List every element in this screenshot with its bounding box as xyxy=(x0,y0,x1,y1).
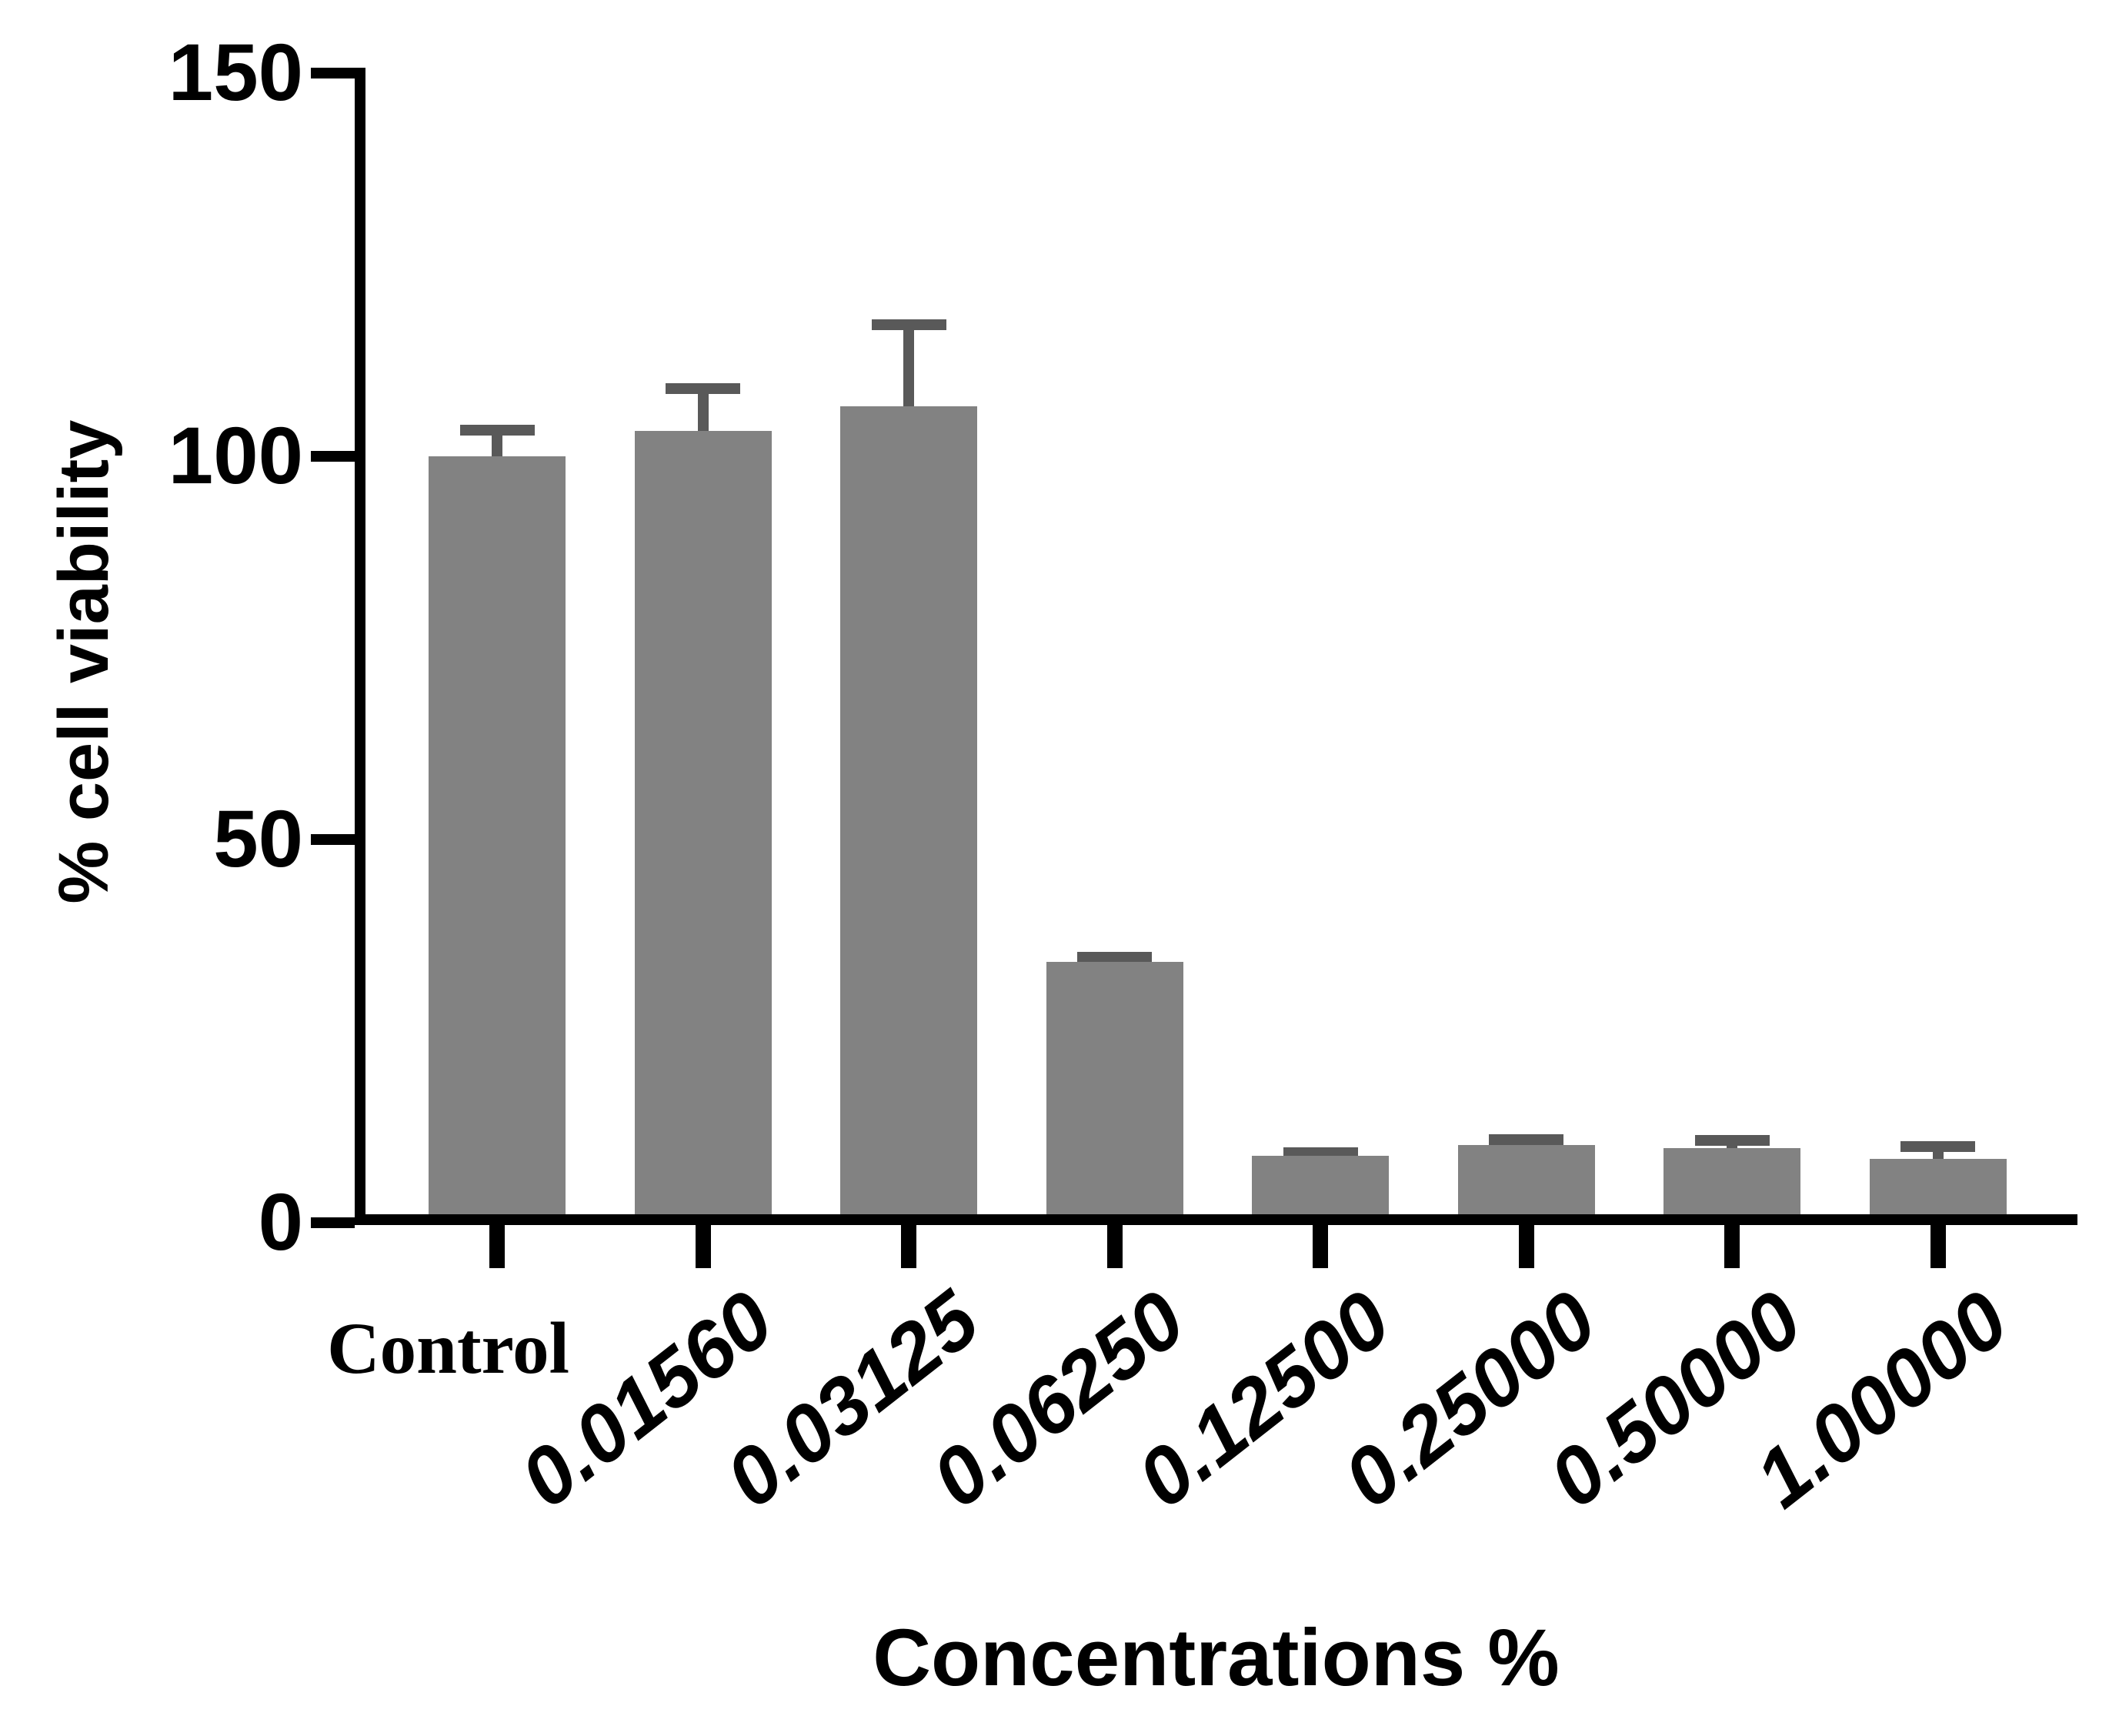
error-bar-cap xyxy=(871,319,946,330)
y-tick-label: 150 xyxy=(168,28,303,118)
bar xyxy=(1252,1156,1389,1214)
bar xyxy=(1046,962,1183,1214)
error-bar-cap xyxy=(666,383,740,395)
y-tick-label: 100 xyxy=(168,411,303,501)
error-bar-cap xyxy=(1900,1141,1975,1153)
x-tick xyxy=(1518,1225,1534,1268)
x-tick xyxy=(901,1225,916,1268)
y-axis-line xyxy=(355,68,365,1225)
y-tick xyxy=(311,451,355,462)
bar xyxy=(840,406,977,1214)
error-bar-cap xyxy=(1283,1147,1358,1159)
error-bar-cap xyxy=(459,425,535,436)
y-tick xyxy=(311,834,355,845)
x-tick xyxy=(695,1225,711,1268)
bar xyxy=(1663,1148,1800,1214)
x-axis-line xyxy=(355,1214,2077,1225)
error-bar-stem xyxy=(697,389,709,432)
x-tick-label: Control xyxy=(327,1307,569,1389)
bar xyxy=(634,431,772,1214)
bar xyxy=(429,456,566,1214)
error-bar-cap xyxy=(1694,1135,1770,1147)
bar xyxy=(1869,1159,2007,1214)
error-bar-cap xyxy=(1077,952,1152,963)
y-tick xyxy=(311,1217,355,1228)
y-tick-label: 0 xyxy=(258,1177,303,1267)
error-bar-stem xyxy=(903,324,914,407)
x-tick xyxy=(1724,1225,1740,1268)
y-tick xyxy=(311,68,355,78)
error-bar-cap xyxy=(1489,1134,1563,1146)
x-tick xyxy=(1313,1225,1328,1268)
error-bar-stem xyxy=(492,430,502,456)
y-axis-title: % cell viability xyxy=(45,419,123,904)
x-tick xyxy=(489,1225,505,1268)
bar xyxy=(1457,1145,1595,1214)
x-tick xyxy=(1106,1225,1123,1268)
x-tick xyxy=(1930,1225,1946,1268)
y-tick-label: 50 xyxy=(213,794,303,884)
x-axis-title: Concentrations % xyxy=(873,1613,1560,1703)
